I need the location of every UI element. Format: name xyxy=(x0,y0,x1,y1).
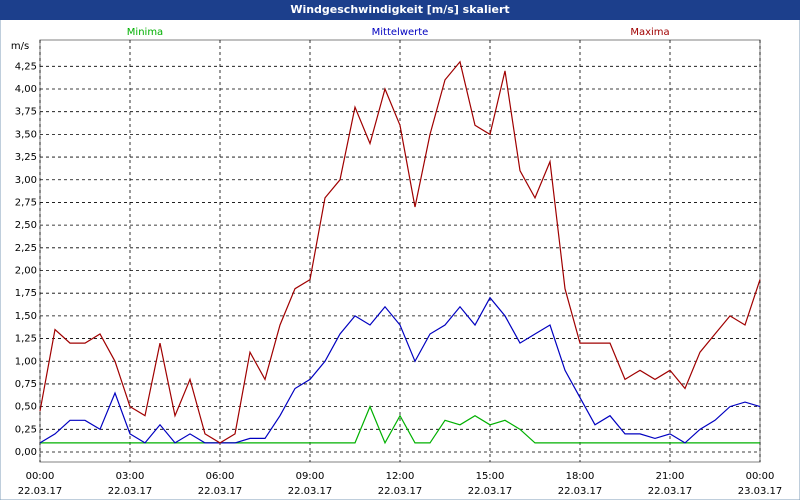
y-tick-label: 0,00 xyxy=(15,447,37,458)
legend-label: Mittelwerte xyxy=(372,27,429,38)
x-tick-label: 15:00 xyxy=(476,471,505,482)
y-tick-label: 3,25 xyxy=(15,152,37,163)
y-tick-label: 1,50 xyxy=(15,311,37,322)
y-tick-label: 2,75 xyxy=(15,197,37,208)
x-tick-date: 22.03.17 xyxy=(648,486,693,497)
y-tick-label: 2,00 xyxy=(15,266,37,277)
y-tick-label: 0,50 xyxy=(15,402,37,413)
legend-label: Minima xyxy=(127,27,163,38)
x-tick-date: 22.03.17 xyxy=(378,486,423,497)
y-tick-label: 0,75 xyxy=(15,379,37,390)
x-tick-label: 06:00 xyxy=(206,471,235,482)
x-tick-label: 18:00 xyxy=(566,471,595,482)
y-tick-label: 3,75 xyxy=(15,107,37,118)
x-tick-label: 12:00 xyxy=(386,471,415,482)
y-tick-label: 0,25 xyxy=(15,424,37,435)
x-tick-label: 21:00 xyxy=(656,471,685,482)
y-tick-label: 1,00 xyxy=(15,356,37,367)
series-line xyxy=(40,405,760,445)
title-bar xyxy=(0,0,800,20)
y-tick-label: 1,75 xyxy=(15,288,37,299)
legend-label: Maxima xyxy=(630,27,669,38)
x-tick-date: 22.03.17 xyxy=(558,486,603,497)
series-line xyxy=(39,60,761,444)
y-tick-label: 4,25 xyxy=(15,61,37,72)
x-tick-label: 09:00 xyxy=(296,471,325,482)
y-tick-label: 3,00 xyxy=(15,175,37,186)
x-tick-label: 00:00 xyxy=(746,471,775,482)
x-tick-date: 22.03.17 xyxy=(468,486,513,497)
y-tick-label: 4,00 xyxy=(15,84,37,95)
x-tick-date: 22.03.17 xyxy=(108,486,153,497)
chart-title: Windgeschwindigkeit [m/s] skaliert xyxy=(290,3,509,16)
x-tick-label: 03:00 xyxy=(116,471,145,482)
y-tick-label: 3,50 xyxy=(15,129,37,140)
series-line xyxy=(39,296,761,444)
y-tick-label: 1,25 xyxy=(15,334,37,345)
x-tick-date: 22.03.17 xyxy=(18,486,63,497)
y-tick-label: 2,25 xyxy=(15,243,37,254)
y-tick-label: 2,50 xyxy=(15,220,37,231)
x-tick-date: 22.03.17 xyxy=(198,486,243,497)
x-tick-label: 00:00 xyxy=(26,471,55,482)
y-axis-label: m/s xyxy=(11,41,29,52)
x-tick-date: 23.03.17 xyxy=(738,486,783,497)
x-tick-date: 22.03.17 xyxy=(288,486,333,497)
